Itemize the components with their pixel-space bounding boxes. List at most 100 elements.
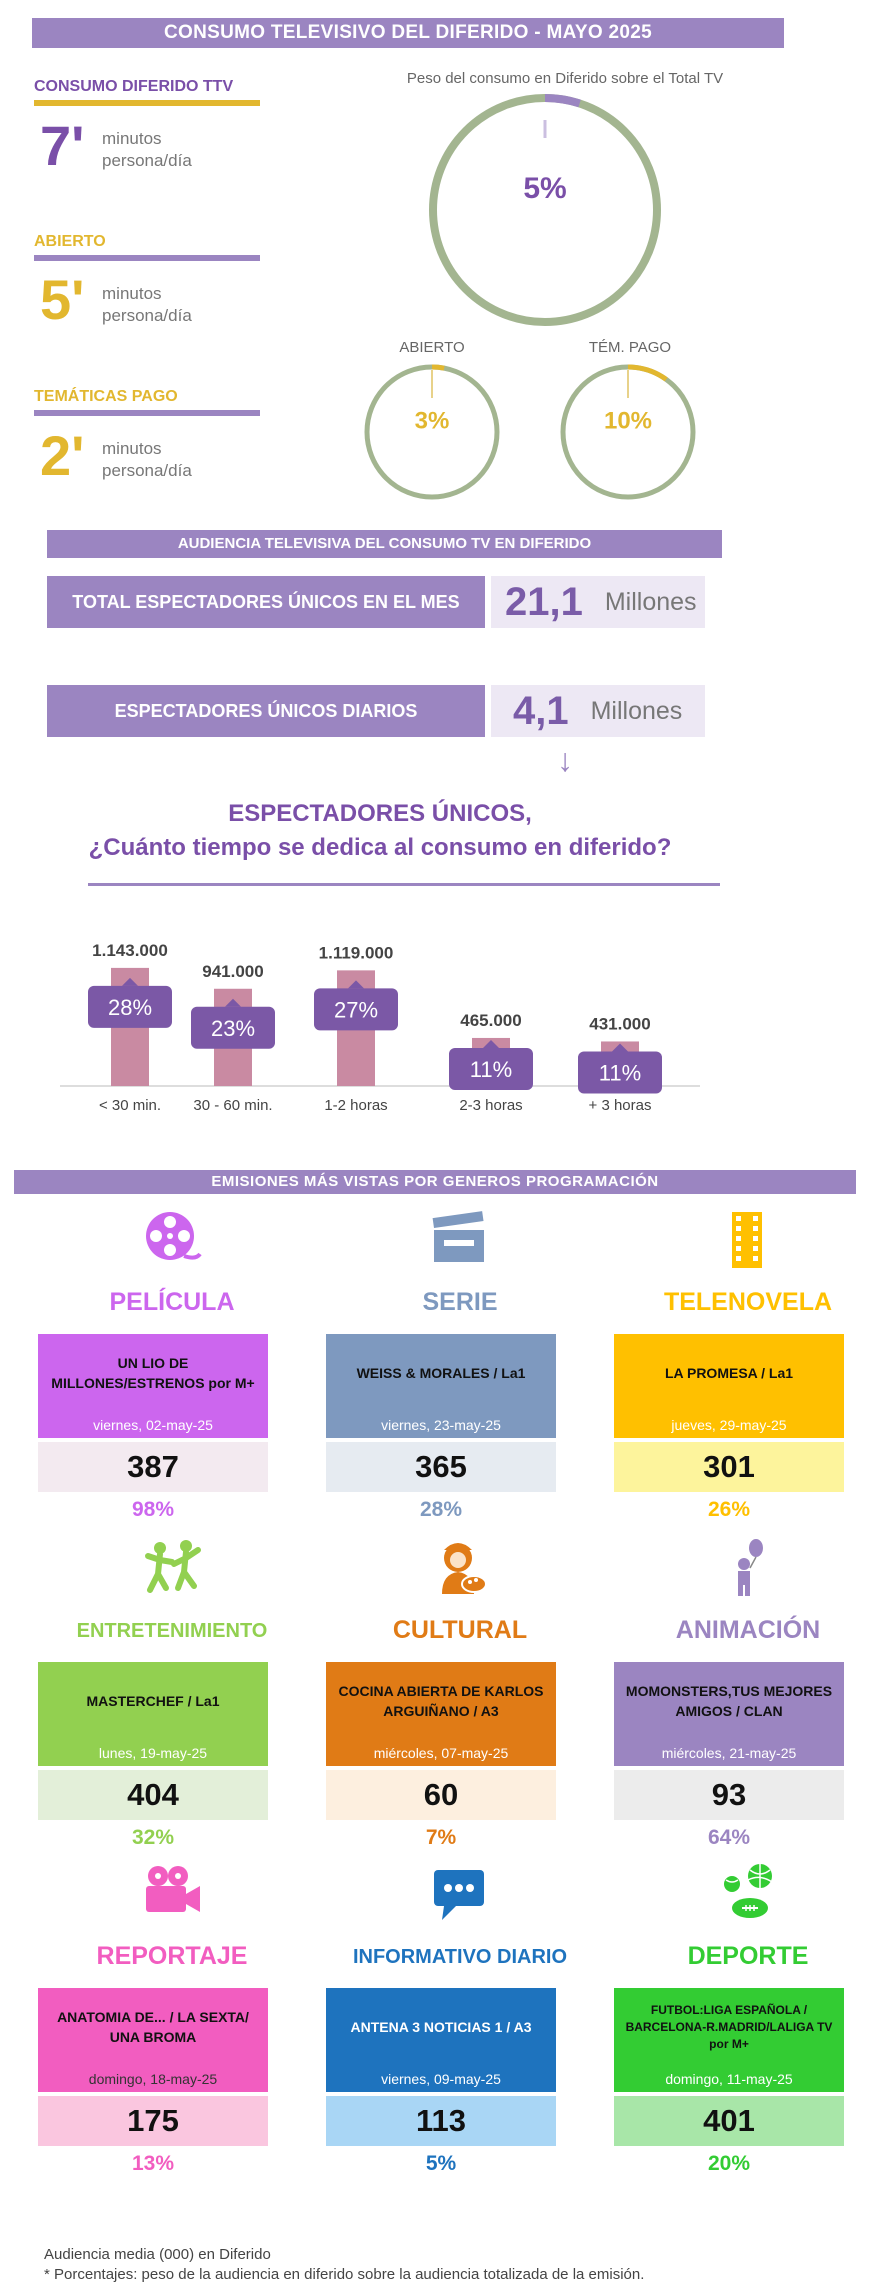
stat-label-pago: TEMÁTICAS PAGO [34,388,178,405]
genre-card: COCINA ABIERTA DE KARLOS ARGUIÑANO / A3 … [326,1662,556,1766]
program-audience: 404 [38,1770,268,1820]
divider [34,100,260,106]
program-date: lunes, 19-may-25 [98,1745,208,1761]
program-title: WEISS & MORALES / La1 [356,1365,526,1381]
genre-name: PELÍCULA [109,1288,235,1316]
program-date: viernes, 09-may-25 [381,2071,501,2087]
stat-unit: persona/día [102,461,192,480]
program-audience: 387 [38,1442,268,1492]
program-title: LA PROMESA / La1 [664,1365,794,1381]
program-date: miércoles, 07-may-25 [373,1745,509,1761]
genre-card: LA PROMESA / La1 jueves, 29-may-25 [614,1334,844,1438]
chart-pct-label: 28% [108,995,152,1020]
program-title: COCINA ABIERTA DE KARLOS ARGUIÑANO / A3 [338,1683,544,1719]
donut-pct: 10% [604,407,652,434]
chart-pct-badge-pointer [122,977,138,986]
metric-label-mes: TOTAL ESPECTADORES ÚNICOS EN EL MES [47,576,485,628]
footnote-1: Audiencia media (000) en Diferido [44,2246,271,2263]
stat-unit: minutos [102,439,162,458]
divider [34,410,260,416]
metric-unit: Millones [604,587,697,616]
chart-value-label: 465.000 [460,1011,521,1030]
program-date: viernes, 23-may-25 [381,1417,501,1433]
genre-name: TELENOVELA [663,1288,833,1316]
program-audience: 175 [38,2096,268,2146]
painter-icon [442,1543,487,1594]
chart-pct-label: 11% [599,1060,641,1085]
stat-unit: minutos [102,129,162,148]
chart-pct-badge [449,1047,533,1090]
program-pct: 64% [707,1826,751,1849]
donut-pct: 5% [523,172,566,205]
genre-name: ENTRETENIMIENTO [76,1620,268,1642]
program-pct: 32% [131,1826,175,1849]
balloon-kid-icon [738,1539,763,1596]
program-pct: 98% [131,1498,175,1521]
genre-name: DEPORTE [687,1942,809,1970]
genre-card: MOMONSTERS,TUS MEJORES AMIGOS / CLAN mié… [614,1662,844,1766]
stat-label-consumo: CONSUMO DIFERIDO TTV [34,78,234,95]
donut-abierto: 3% [364,364,500,500]
metric-box-diarios: 4,1 Millones [491,685,705,737]
stat-unit: persona/día [102,151,192,170]
genre-card: FUTBOL:LIGA ESPAÑOLA / BARCELONA-R.MADRI… [614,1988,844,2092]
genre-card: ANTENA 3 NOTICIAS 1 / A3 viernes, 09-may… [326,1988,556,2092]
film-reel-icon [146,1212,202,1260]
donut-label-pago: TÉM. PAGO [588,339,672,356]
stat-value-abierto: 5' [40,268,85,331]
program-title: ANTENA 3 NOTICIAS 1 / A3 [350,2019,532,2035]
genre-card: ANATOMIA DE... / LA SEXTA/ UNA BROMA dom… [38,1988,268,2092]
footnote-2: * Porcentajes: peso de la audiencia en d… [44,2266,645,2283]
program-title: MASTERCHEF / La1 [86,1693,220,1709]
program-title: MOMONSTERS,TUS MEJORES AMIGOS / CLAN [625,1683,833,1719]
genre-name: ANIMACIÓN [675,1616,821,1644]
metric-label-diarios: ESPECTADORES ÚNICOS DIARIOS [47,685,485,737]
bar-chart: 1.143.000 28% < 30 min. 941.000 23% 30 - 60 m… [60,941,700,1114]
stat-value-pago: 2' [40,424,85,487]
donut-arc [544,94,581,108]
stat-value-consumo: 7' [40,114,85,177]
chart-pct-badge [88,985,172,1028]
program-pct: 7% [425,1826,457,1849]
metric-value-diarios: 4,1 [513,688,569,733]
audiencia-title: AUDIENCIA TELEVISIVA DEL CONSUMO TV EN D… [47,530,722,558]
program-pct: 5% [425,2152,457,2175]
chart-pct-label: 23% [211,1016,255,1041]
chart-value-label: 1.143.000 [92,941,168,960]
chart-pct-badge-pointer [348,980,364,989]
chart-pct-badge [578,1051,662,1094]
metric-value-mes: 21,1 [505,579,583,624]
program-title: FUTBOL:LIGA ESPAÑOLA / BARCELONA-R.MADRI… [625,2002,833,2051]
genre-card: UN LIO DE MILLONES/ESTRENOS por M+ viern… [38,1334,268,1438]
chart-value-label: 431.000 [589,1014,650,1033]
dancers-icon [145,1540,201,1593]
program-audience: 113 [326,2096,556,2146]
genre-name: CULTURAL [392,1616,528,1644]
program-title: UN LIO DE MILLONES/ESTRENOS por M+ [51,1355,255,1391]
program-audience: 301 [614,1442,844,1492]
chart-pct-badge-pointer [483,1039,499,1048]
program-audience: 60 [326,1770,556,1820]
speech-bubble-icon [434,1870,484,1920]
divider [34,255,260,261]
chart-category-label: + 3 horas [589,1097,652,1114]
program-pct: 28% [419,1498,463,1521]
stat-unit: minutos [102,284,162,303]
chart-category-label: 1-2 horas [324,1097,387,1114]
film-strip-icon [732,1212,762,1268]
down-arrow-icon: ↓ [557,742,573,778]
program-audience: 365 [326,1442,556,1492]
chart-pct-label: 11% [470,1057,512,1082]
generos-title: EMISIONES MÁS VISTAS POR GENEROS PROGRAM… [14,1170,856,1194]
stat-label-abierto: ABIERTO [34,233,106,250]
genre-name: REPORTAJE [96,1942,248,1970]
video-camera-icon [146,1866,200,1912]
donut-pago: 10% [560,364,696,500]
program-date: jueves, 29-may-25 [671,1417,787,1433]
genre-name: INFORMATIVO DIARIO [352,1946,568,1968]
program-pct: 20% [707,2152,751,2175]
donut-total: 5% [429,94,661,326]
chart-category-label: 2-3 horas [459,1097,522,1114]
sports-balls-icon [724,1864,773,1918]
chart-category-label: 30 - 60 min. [193,1097,272,1114]
